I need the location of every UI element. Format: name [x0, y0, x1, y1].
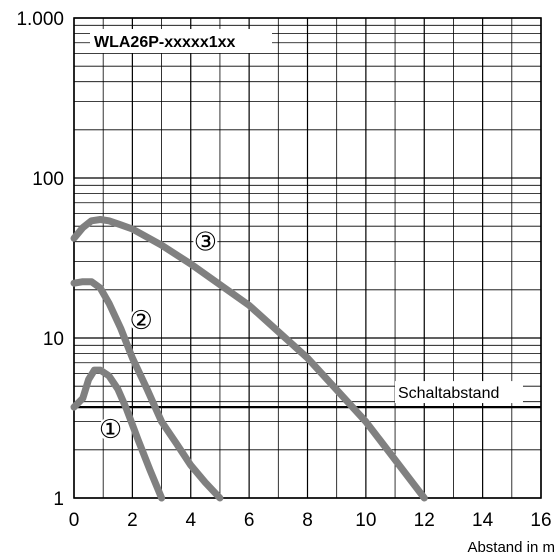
title-bg [90, 29, 272, 53]
chart-title: WLA26P-xxxxx1xx [94, 34, 236, 51]
x-axis-ticks: 0 2 4 6 8 10 12 14 16 [69, 510, 552, 531]
chart-frame [73, 17, 542, 499]
series-line-2 [70, 278, 224, 502]
curve-label-2: ② [129, 306, 152, 336]
y-tick-label: 100 [32, 169, 64, 190]
curve-label-1: ① [99, 415, 122, 445]
threshold-label-bg [394, 381, 523, 404]
labels-group: WLA26P-xxxxx1xx Abstand in m ① ② ③ [90, 29, 555, 556]
x-tick-label: 8 [302, 510, 313, 531]
x-tick-label: 14 [472, 510, 494, 531]
x-axis-label: Abstand in m [467, 539, 555, 556]
series-group [70, 216, 428, 502]
curve-label-bg [129, 307, 154, 332]
x-tick-label: 12 [414, 510, 435, 531]
grid-major [73, 17, 542, 499]
x-tick-label: 16 [530, 510, 551, 531]
y-tick-label: 1.000 [16, 9, 64, 30]
x-tick-label: 6 [244, 510, 255, 531]
y-tick-label: 10 [43, 329, 64, 350]
curve-label-bg [193, 229, 218, 254]
series-line-1 [70, 366, 166, 502]
x-tick-label: 4 [185, 510, 196, 531]
x-tick-label: 10 [355, 510, 376, 531]
threshold-label: Schaltabstand [398, 385, 499, 402]
series-line-3 [70, 216, 428, 502]
plot-area [73, 17, 542, 499]
y-axis-ticks: 1 10 100 1.000 [16, 9, 64, 510]
curve-label-3: ③ [194, 228, 217, 258]
y-tick-label: 1 [53, 489, 64, 510]
x-tick-label: 0 [69, 510, 80, 531]
x-tick-label: 2 [127, 510, 138, 531]
curve-label-bg [98, 416, 123, 441]
